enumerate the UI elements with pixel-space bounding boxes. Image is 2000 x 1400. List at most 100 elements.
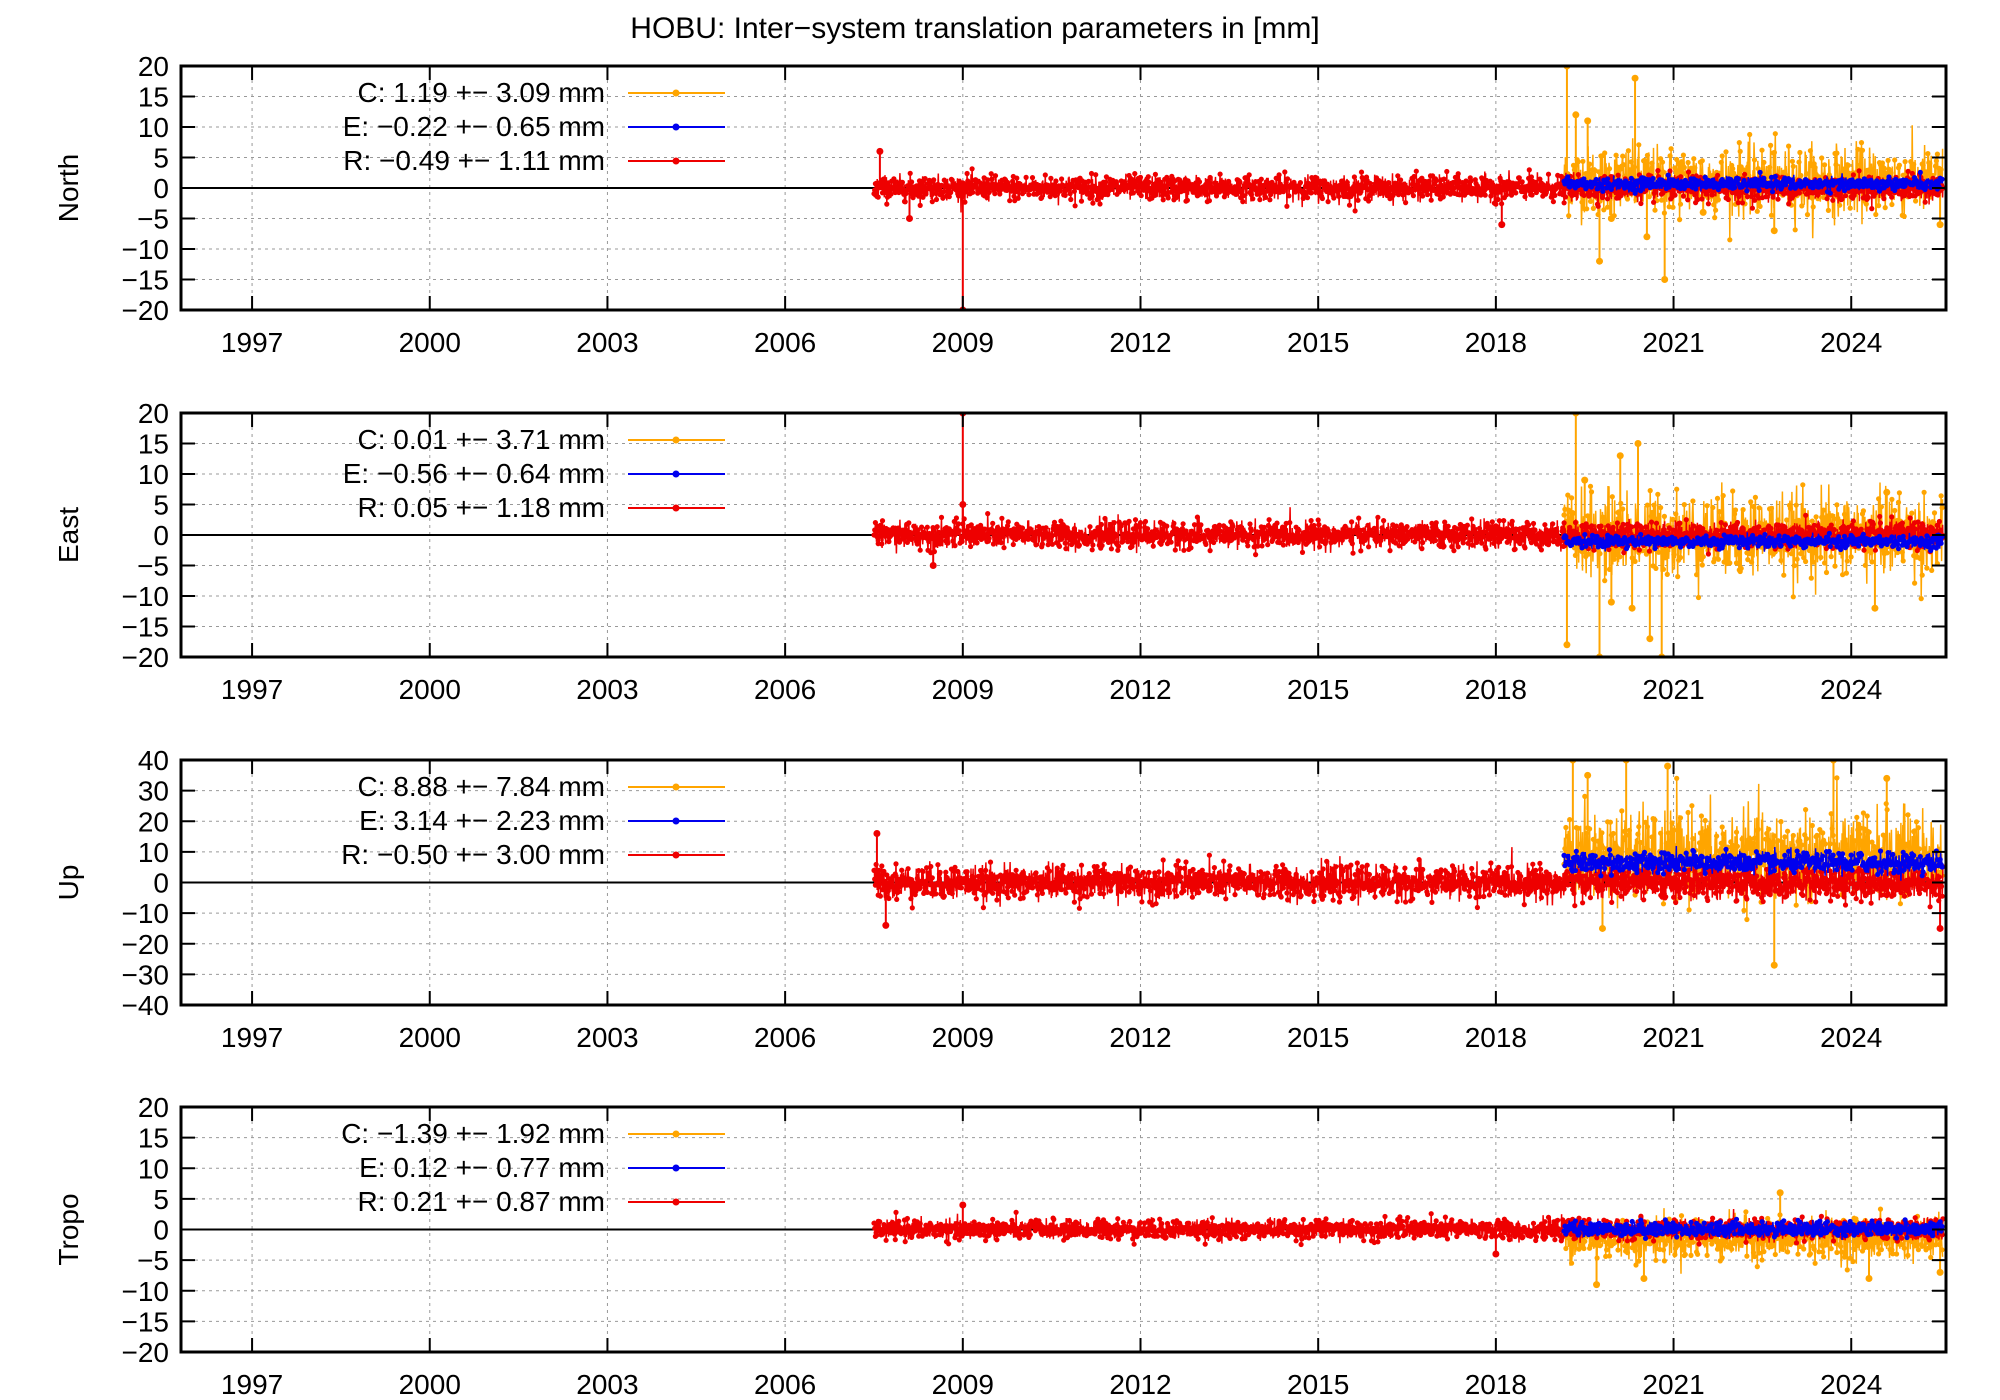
spike-point-C [1871, 604, 1879, 612]
data-point-R [1002, 176, 1008, 182]
data-point-R [1545, 542, 1552, 548]
data-point-R [1538, 547, 1544, 553]
legend-label-R: R: 0.05 +− 1.18 mm [358, 492, 605, 523]
data-point-E [1715, 187, 1721, 193]
data-point-C [1584, 206, 1590, 212]
data-point-C [1710, 504, 1716, 511]
data-point-R [1782, 524, 1788, 530]
data-point-R [1398, 177, 1404, 183]
data-point-R [1433, 178, 1439, 184]
data-point-R [1440, 194, 1446, 200]
data-point-R [959, 538, 965, 545]
data-point-R [1267, 197, 1273, 203]
data-point-R [1600, 533, 1606, 539]
data-point-R [1599, 195, 1606, 201]
data-point-R [1152, 171, 1158, 177]
data-point-R [1575, 172, 1581, 178]
data-point-C [1565, 833, 1571, 839]
data-point-C [1666, 204, 1672, 210]
data-point-R [1089, 547, 1095, 553]
data-point-R [1385, 180, 1392, 186]
data-point-R [945, 540, 951, 546]
data-point-C [1819, 155, 1825, 161]
x-tick-label: 2006 [754, 327, 816, 358]
data-point-R [1265, 542, 1271, 548]
data-point-C [1588, 171, 1595, 177]
data-point-R [1055, 528, 1061, 534]
data-point-E [1789, 177, 1795, 183]
data-point-R [1457, 192, 1463, 198]
data-point-R [1152, 192, 1158, 198]
data-point-R [1420, 539, 1426, 546]
data-point-E [1745, 545, 1751, 551]
data-point-E [1628, 175, 1634, 181]
data-point-R [1226, 178, 1232, 184]
data-point-R [1358, 548, 1364, 554]
data-point-C [1652, 817, 1658, 823]
data-point-R [1087, 524, 1093, 530]
data-point-R [1346, 527, 1353, 533]
data-point-R [922, 176, 928, 182]
data-point-R [1690, 523, 1697, 529]
data-point-R [1191, 522, 1198, 528]
legend-marker-C [672, 89, 680, 97]
data-point-R [968, 543, 974, 550]
data-point-R [1011, 193, 1017, 199]
spike-point-C [1643, 233, 1651, 241]
data-point-R [1194, 514, 1200, 520]
y-tick-label: −10 [122, 581, 170, 612]
x-tick-label: 2000 [399, 327, 461, 358]
data-point-C [1790, 163, 1796, 169]
data-point-C [1929, 567, 1935, 574]
data-point-R [1791, 525, 1797, 531]
data-point-R [1137, 524, 1143, 530]
data-point-C [1788, 551, 1794, 557]
data-point-C [1601, 517, 1607, 523]
data-point-C [1766, 170, 1772, 176]
data-point-R [1410, 193, 1416, 199]
data-point-R [1489, 519, 1495, 525]
data-point-E [1599, 184, 1605, 190]
data-point-C [1749, 559, 1755, 565]
data-point-E [1939, 176, 1945, 182]
data-point-R [1518, 531, 1525, 537]
data-point-R [1519, 179, 1525, 185]
data-point-C [1792, 227, 1798, 233]
data-point-R [1285, 176, 1291, 182]
data-point-C [1939, 505, 1945, 511]
data-point-C [1620, 153, 1626, 159]
data-point-R [1417, 186, 1423, 192]
data-point-R [1118, 523, 1124, 529]
data-point-C [1570, 510, 1577, 516]
data-point-R [1851, 192, 1857, 199]
data-point-R [1522, 545, 1528, 551]
data-point-R [904, 539, 911, 546]
data-point-C [1718, 159, 1724, 165]
data-point-C [1796, 519, 1802, 526]
data-point-R [1648, 519, 1655, 525]
data-point-R [1513, 190, 1519, 196]
data-point-C [1858, 140, 1865, 146]
data-point-R [1365, 522, 1371, 528]
data-point-C [1834, 150, 1840, 156]
data-point-E [1563, 534, 1569, 540]
data-point-R [1115, 547, 1121, 553]
data-point-R [1877, 513, 1883, 520]
data-point-R [1503, 192, 1510, 198]
data-point-R [1211, 539, 1217, 546]
data-point-C [1862, 562, 1868, 568]
data-point-C [1596, 169, 1602, 175]
data-point-R [1629, 524, 1635, 530]
data-point-R [1284, 203, 1290, 209]
data-point-R [982, 526, 988, 532]
data-point-E [1606, 540, 1613, 546]
data-point-R [1744, 194, 1751, 200]
data-point-R [1872, 547, 1878, 553]
data-point-C [1626, 827, 1632, 834]
data-point-R [1452, 174, 1458, 180]
data-point-R [1185, 178, 1191, 184]
data-point-R [1722, 522, 1728, 528]
data-point-C [1590, 205, 1596, 211]
data-point-R [1299, 549, 1306, 556]
data-point-R [1373, 529, 1379, 535]
